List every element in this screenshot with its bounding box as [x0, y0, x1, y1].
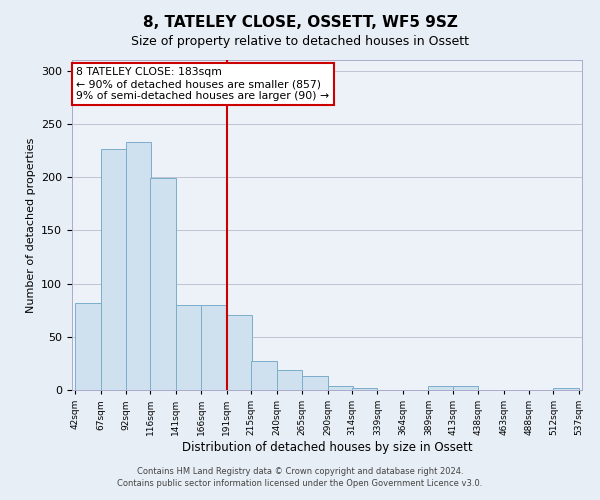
Bar [277, 370, 302, 390]
Text: 8 TATELEY CLOSE: 183sqm
← 90% of detached houses are smaller (857)
9% of semi-de: 8 TATELEY CLOSE: 183sqm ← 90% of detache… [76, 68, 329, 100]
Bar [428, 386, 454, 390]
Bar [151, 178, 176, 390]
Bar [352, 388, 377, 390]
Bar [101, 150, 126, 390]
Bar [251, 362, 277, 390]
Bar [453, 386, 478, 390]
Bar [75, 302, 101, 390]
Bar [553, 388, 579, 390]
X-axis label: Distribution of detached houses by size in Ossett: Distribution of detached houses by size … [182, 441, 472, 454]
Bar [302, 376, 328, 390]
Y-axis label: Number of detached properties: Number of detached properties [26, 138, 35, 312]
Bar [201, 305, 227, 390]
Text: 8, TATELEY CLOSE, OSSETT, WF5 9SZ: 8, TATELEY CLOSE, OSSETT, WF5 9SZ [143, 15, 457, 30]
Bar [176, 305, 201, 390]
Text: Size of property relative to detached houses in Ossett: Size of property relative to detached ho… [131, 35, 469, 48]
Bar [227, 316, 252, 390]
Bar [126, 142, 151, 390]
Bar [328, 386, 353, 390]
Text: Contains HM Land Registry data © Crown copyright and database right 2024.
Contai: Contains HM Land Registry data © Crown c… [118, 466, 482, 487]
